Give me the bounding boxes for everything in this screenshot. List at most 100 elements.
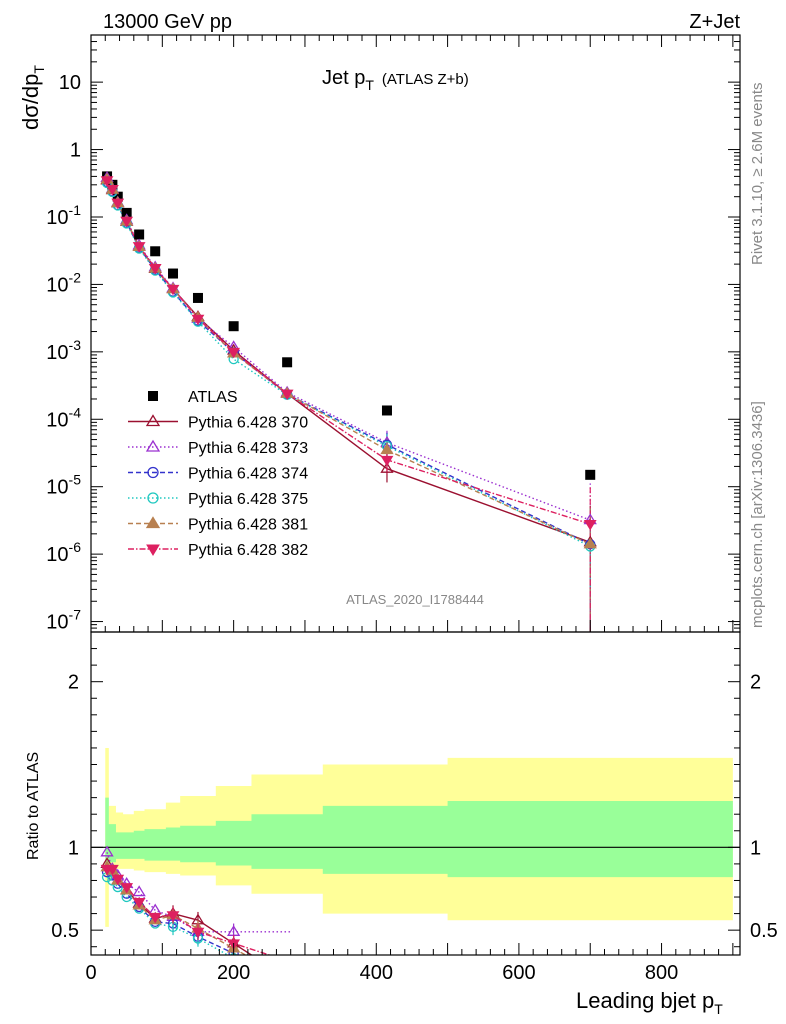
data-point	[227, 347, 241, 359]
data-point	[166, 284, 180, 296]
header-left: 13000 GeV pp	[103, 11, 232, 33]
ratio-y-tick-label: 1	[750, 837, 761, 859]
ratio-y-tick-label: 0.5	[51, 920, 79, 942]
ratio-line	[106, 852, 291, 933]
y-tick-label: 10-6	[46, 539, 81, 566]
ratio-axis-label: Ratio to ATLAS	[25, 752, 42, 860]
ratio-plot-area	[91, 747, 740, 955]
series-line-4	[106, 182, 591, 548]
legend-label: Pythia 6.428 382	[188, 542, 308, 559]
data-point	[120, 216, 134, 228]
legend-item-3: Pythia 6.428 374	[128, 466, 308, 483]
legend-item-0: ATLAS	[148, 389, 238, 406]
legend-item-6: Pythia 6.428 382	[128, 542, 308, 559]
data-point	[380, 455, 394, 467]
series-1	[106, 179, 591, 543]
data-point	[192, 292, 203, 303]
x-tick-label: 400	[360, 962, 393, 984]
data-point	[100, 176, 114, 187]
legend-label: Pythia 6.428 370	[188, 415, 308, 432]
legend: ATLAS Pythia 6.428 370 Pythia 6.428 373 Pyt…	[128, 389, 308, 559]
ratio-point	[132, 885, 146, 897]
data-point	[121, 207, 132, 218]
x-tick-label: 0	[85, 962, 96, 984]
ratio-y-tick-label: 1	[68, 837, 79, 859]
series-line-3	[106, 181, 591, 545]
legend-marker	[145, 516, 161, 529]
legend-label: ATLAS	[188, 389, 238, 406]
ratio-line	[106, 876, 230, 955]
series-5	[106, 179, 591, 545]
series-6	[106, 179, 591, 525]
main-plot-area	[100, 171, 597, 632]
data-point	[106, 185, 119, 196]
legend-item-4: Pythia 6.428 375	[128, 491, 308, 508]
x-tick-label: 800	[645, 962, 678, 984]
legend-marker	[145, 439, 161, 452]
data-point	[111, 198, 125, 210]
ratio-point	[120, 883, 134, 894]
ratio-point	[148, 912, 162, 924]
uncertainty-band-inner	[105, 797, 733, 878]
legend-label: Pythia 6.428 381	[188, 517, 308, 534]
data-point	[583, 519, 597, 531]
series-line-2	[106, 177, 591, 521]
series-line-6	[106, 179, 591, 525]
data-point	[168, 268, 179, 279]
side-label-top: Rivet 3.1.10, ≥ 2.6M events	[749, 83, 766, 266]
legend-marker	[147, 466, 159, 479]
y-tick-label: 10-1	[46, 202, 81, 229]
series-line-1	[106, 179, 591, 543]
legend-marker	[148, 391, 158, 401]
legend-item-2: Pythia 6.428 373	[128, 439, 308, 457]
ratio-point	[100, 845, 114, 857]
data-point	[380, 461, 394, 473]
data-point	[191, 314, 205, 326]
legend-item-1: Pythia 6.428 370	[128, 414, 308, 432]
legend-marker	[146, 544, 160, 556]
data-point	[228, 321, 239, 332]
legend-marker	[145, 414, 161, 427]
data-point	[150, 246, 161, 257]
ratio-point	[191, 927, 205, 939]
ratio-point	[166, 911, 180, 922]
data-point	[380, 443, 394, 455]
side-label-bottom: mcplots.cern.ch [arXiv:1306.3436]	[749, 401, 766, 628]
legend-label: Pythia 6.428 375	[188, 491, 308, 508]
legend-label: Pythia 6.428 373	[188, 440, 308, 457]
y-tick-label: 10-2	[46, 269, 81, 296]
data-point	[585, 469, 596, 480]
x-tick-label: 600	[502, 962, 535, 984]
y-tick-label: 1	[70, 140, 81, 162]
data-point	[134, 229, 145, 240]
y-tick-label: 10-5	[46, 472, 81, 499]
header-right: Z+Jet	[689, 11, 740, 33]
ratio-point	[111, 874, 125, 886]
main-panel: 10-7 10-6 10-5 10-4 10-3 10-2 10-1 1 10 ATLAS Pyth…	[46, 34, 741, 634]
legend-marker	[147, 492, 159, 504]
ratio-point	[106, 864, 119, 876]
ratio-y-tick-label: 2	[68, 672, 79, 694]
data-point	[148, 264, 162, 275]
y-axis-label: dσ/dpT	[18, 65, 47, 130]
data-point	[280, 389, 294, 401]
data-point	[132, 242, 146, 253]
data-point	[381, 405, 392, 416]
y-tick-label: 10-3	[46, 337, 81, 364]
ratio-point	[132, 897, 146, 909]
y-tick-label: 10-4	[46, 404, 81, 431]
legend-item-5: Pythia 6.428 381	[128, 516, 308, 534]
ratio-y-tick-label: 0.5	[750, 920, 778, 942]
series-line-5	[106, 179, 591, 545]
data-point	[282, 357, 293, 368]
data-point	[583, 537, 597, 549]
series-4	[106, 182, 591, 548]
y-tick-label: 10-7	[46, 607, 81, 634]
series-3	[106, 181, 591, 545]
x-tick-label: 200	[217, 962, 250, 984]
ratio-y-tick-label: 2	[750, 672, 761, 694]
plot-title: Jet pT (ATLAS Z+b)	[322, 67, 469, 93]
watermark: ATLAS_2020_I1788444	[346, 592, 484, 607]
ratio-line	[107, 868, 272, 955]
